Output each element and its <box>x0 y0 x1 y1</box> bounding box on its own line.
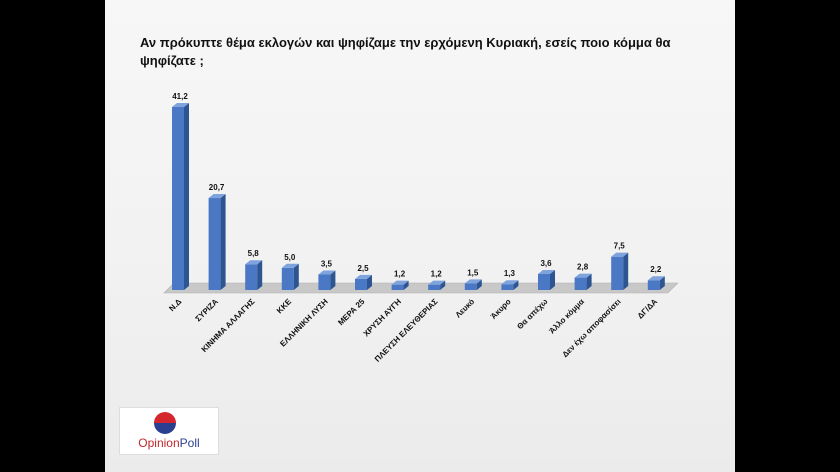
category-label: Λευκό <box>454 297 477 320</box>
bar-top <box>245 260 263 265</box>
bar-side <box>550 270 555 290</box>
bar-4 <box>281 263 299 290</box>
bar-1 <box>172 103 189 290</box>
category-label: Θα απέχω <box>515 297 549 331</box>
category-label: ΜΕΡΑ 25 <box>336 297 367 328</box>
value-labels-group: 41,2 20,7 5,8 5,0 3,5 2,5 1,2 1,2 1,5 1,3 3,6 2,8 7,… <box>172 92 662 279</box>
value-label: 2,5 <box>357 264 369 273</box>
bar-top <box>428 280 446 285</box>
logo-circle-icon <box>154 412 176 434</box>
bar-front <box>501 284 514 290</box>
bar-front <box>428 284 441 290</box>
value-label: 2,2 <box>650 265 662 274</box>
bar-side <box>586 273 592 290</box>
opinionpoll-logo: OpinionPoll <box>119 407 219 455</box>
bar-side <box>184 103 189 290</box>
value-label: 1,2 <box>394 270 406 279</box>
bar-front <box>245 264 258 290</box>
bar-front <box>318 274 331 290</box>
value-label: 1,2 <box>431 270 443 279</box>
value-label: 5,0 <box>284 253 296 262</box>
bar-top <box>538 270 555 275</box>
bar-7 <box>391 280 409 290</box>
value-label: 20,7 <box>209 183 225 192</box>
value-label: 2,8 <box>577 263 589 272</box>
category-label: ΣΥΡΙΖΑ <box>194 297 221 324</box>
bar-front <box>538 274 550 290</box>
bar-front <box>574 277 587 290</box>
value-label: 3,5 <box>321 259 333 268</box>
category-label: Άκυρο <box>489 297 513 321</box>
value-label: 41,2 <box>172 92 188 101</box>
bar-side <box>623 252 629 290</box>
bar-10 <box>501 280 519 290</box>
bar-6 <box>355 274 372 290</box>
chart-title: Αν πρόκυπτε θέμα εκλογών και ψηφίζαμε τη… <box>140 35 671 68</box>
bar-3 <box>245 260 263 290</box>
bar-front <box>355 278 367 290</box>
bar-side <box>403 280 409 290</box>
bar-2 <box>208 194 226 290</box>
value-label: 1,5 <box>467 268 479 277</box>
bar-side <box>367 274 372 290</box>
bars-group <box>172 103 665 290</box>
category-label: Ν.Δ <box>167 297 183 313</box>
value-label: 1,3 <box>504 269 516 278</box>
logo-text-poll: Poll <box>179 436 200 450</box>
bar-9 <box>464 279 482 290</box>
bar-side <box>440 280 446 290</box>
value-label: 5,8 <box>248 249 260 258</box>
category-label: Άλλο κόμμα <box>547 297 586 336</box>
bar-top <box>501 280 519 285</box>
bar-top <box>355 274 372 279</box>
bar-side <box>220 194 226 290</box>
bar-14 <box>647 276 665 290</box>
bar-front <box>647 280 660 290</box>
bar-top <box>391 280 409 285</box>
bar-top <box>647 276 665 281</box>
bar-side <box>257 260 263 290</box>
bar-side <box>330 270 336 290</box>
bar-top <box>172 103 189 107</box>
bar-12 <box>574 273 592 290</box>
bar-side <box>659 276 665 290</box>
category-label: ΚΚΕ <box>275 297 294 316</box>
bar-front <box>208 198 221 290</box>
logo-text-opinion: Opinion <box>138 436 180 450</box>
bar-top <box>611 252 629 257</box>
bar-top <box>318 270 336 275</box>
bar-8 <box>428 280 446 290</box>
bar-side <box>476 279 482 290</box>
bar-side <box>513 280 519 290</box>
bar-13 <box>611 252 629 290</box>
bar-front <box>464 283 477 290</box>
bar-front <box>611 256 624 290</box>
bar-5 <box>318 270 336 290</box>
value-label: 7,5 <box>614 242 626 251</box>
bar-front <box>391 284 404 290</box>
bar-front <box>281 267 294 290</box>
category-label: ΠΛΕΥΣΗ ΕΛΕΥΘΕΡΙΑΣ <box>373 297 440 364</box>
bar-top <box>574 273 592 278</box>
chart-floor <box>163 282 679 294</box>
category-label: ΔΓ/ΔΑ <box>636 297 660 321</box>
bar-11 <box>538 270 555 290</box>
bar-top <box>464 279 482 284</box>
bar-front <box>172 107 184 290</box>
bar-top <box>281 263 299 268</box>
bar-top <box>208 194 226 199</box>
bar-side <box>293 263 299 290</box>
value-label: 3,6 <box>540 259 552 268</box>
